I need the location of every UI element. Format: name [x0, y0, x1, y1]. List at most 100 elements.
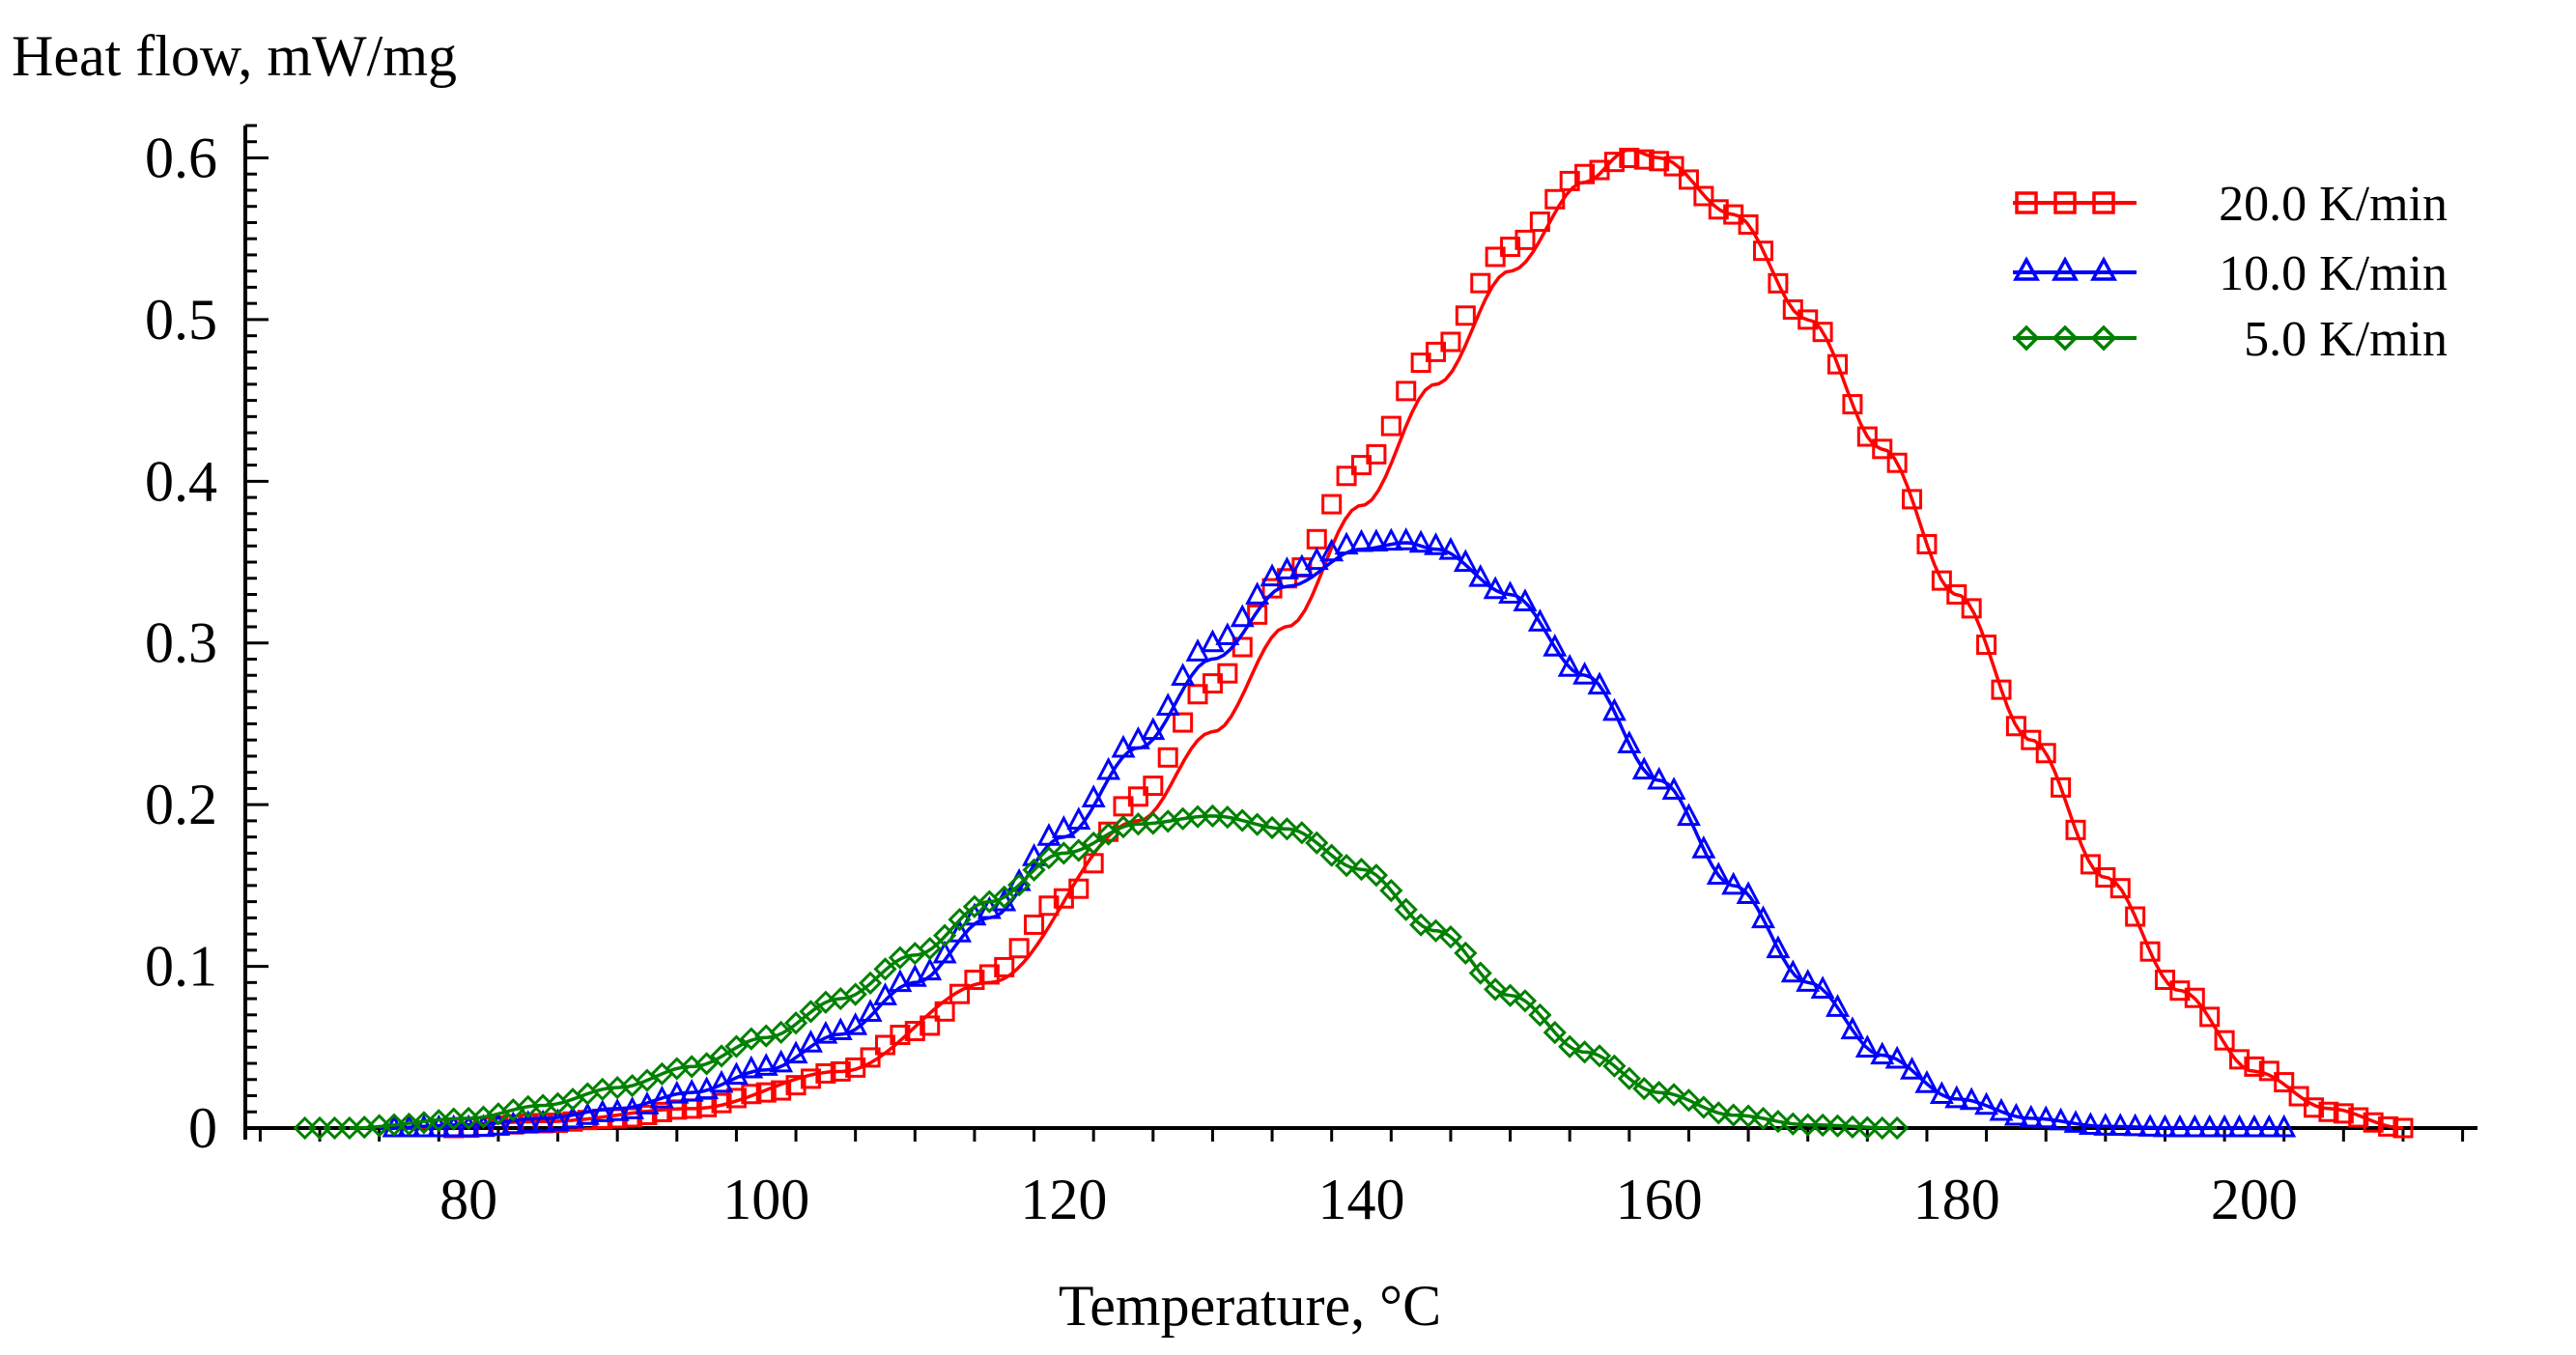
data-point: [1929, 1081, 1954, 1105]
data-point: [2078, 1112, 2103, 1136]
data-point: [932, 923, 957, 947]
data-point: [783, 1040, 808, 1064]
data-point: [2108, 1113, 2133, 1136]
data-point: [2152, 1114, 2177, 1138]
data-point: [590, 1099, 615, 1122]
data-point: [1378, 527, 1403, 551]
data-point: [1810, 975, 1835, 1000]
data-point: [2005, 716, 2026, 737]
data-point: [2154, 970, 2175, 991]
data-point: [1527, 608, 1552, 632]
data-point: [2049, 1107, 2074, 1131]
data-point: [2288, 1086, 2309, 1107]
data-point: [2392, 1117, 2414, 1139]
data-point: [1663, 155, 1684, 177]
data-point: [1217, 663, 1238, 684]
legend-marker-10K: [2013, 256, 2040, 281]
data-point: [1736, 881, 1761, 904]
data-point: [1289, 821, 1314, 845]
data-point: [1201, 804, 1225, 829]
legend-label-5K: 5.0 K/min: [2244, 312, 2448, 367]
data-point: [1572, 662, 1598, 685]
data-point: [1780, 959, 1805, 983]
data-point: [649, 1085, 674, 1109]
data-point: [711, 1092, 732, 1114]
y-tick-label: 0: [188, 1096, 217, 1160]
data-point: [1781, 1112, 1805, 1136]
data-point: [1334, 854, 1359, 878]
data-point: [1633, 149, 1655, 170]
data-point: [2080, 854, 2101, 875]
data-point: [890, 1025, 911, 1046]
data-point: [1394, 527, 1419, 550]
data-point: [2182, 1114, 2207, 1138]
data-point: [1274, 556, 1299, 579]
data-point: [2318, 1101, 2339, 1122]
data-point: [800, 1068, 821, 1089]
data-point: [1827, 353, 1849, 375]
data-point: [2184, 987, 2205, 1008]
data-point: [2137, 1114, 2163, 1137]
fit-curve: [379, 541, 2284, 1130]
data-point: [1141, 717, 1166, 741]
series-diamond: [293, 804, 1910, 1141]
data-point: [1408, 529, 1433, 553]
data-point: [694, 1076, 720, 1100]
data-point: [1127, 786, 1148, 807]
data-point: [1902, 489, 1923, 510]
data-point: [858, 999, 883, 1022]
data-point: [1601, 697, 1627, 721]
data-point: [1961, 598, 1982, 619]
data-point: [739, 1055, 764, 1079]
data-point: [694, 1052, 719, 1076]
data-point: [1602, 1054, 1627, 1078]
data-point: [1022, 858, 1046, 882]
data-point: [724, 1034, 749, 1059]
data-point: [486, 1113, 511, 1136]
data-point: [1468, 961, 1492, 985]
data-point: [888, 969, 913, 993]
data-point: [813, 1020, 838, 1044]
data-point: [1751, 1106, 1775, 1131]
data-point: [2065, 819, 2086, 840]
data-point: [753, 1053, 778, 1076]
data-point: [665, 1080, 690, 1104]
legend-entry-20K: 20.0 K/min: [2013, 177, 2448, 232]
data-point: [815, 1062, 836, 1084]
data-point: [1215, 622, 1240, 646]
data-point: [1587, 671, 1612, 695]
data-point: [1617, 1066, 1641, 1090]
data-point: [1676, 803, 1701, 827]
data-point: [1738, 213, 1759, 235]
data-point: [560, 1105, 585, 1129]
fit-curve: [394, 148, 2404, 1130]
data-point: [1305, 831, 1329, 855]
data-point: [918, 936, 942, 961]
data-point: [1944, 1085, 1969, 1109]
data-point: [860, 1047, 881, 1068]
data-point: [1438, 925, 1463, 949]
data-point: [1454, 941, 1478, 966]
data-point: [709, 1044, 734, 1068]
data-point: [2125, 906, 2146, 927]
data-point: [1632, 1077, 1656, 1101]
data-point: [1885, 1115, 1910, 1141]
legend-marker-20K: [2092, 191, 2115, 214]
data-point: [2095, 867, 2116, 888]
data-point: [2021, 729, 2042, 750]
data-point: [902, 964, 927, 987]
data-point: [1096, 822, 1120, 846]
data-point: [1619, 147, 1640, 168]
data-point: [1900, 1057, 1925, 1080]
data-point: [2035, 743, 2056, 764]
series-triangle: [379, 527, 2297, 1138]
data-point: [1812, 322, 1833, 343]
data-point: [1068, 878, 1090, 899]
data-point: [2197, 1114, 2222, 1138]
data-point: [1946, 584, 1967, 606]
data-point: [1691, 1095, 1715, 1119]
y-tick-label: 0.4: [145, 449, 217, 513]
data-point: [1558, 1034, 1582, 1059]
data-point: [1364, 528, 1389, 552]
data-point: [1440, 331, 1461, 353]
